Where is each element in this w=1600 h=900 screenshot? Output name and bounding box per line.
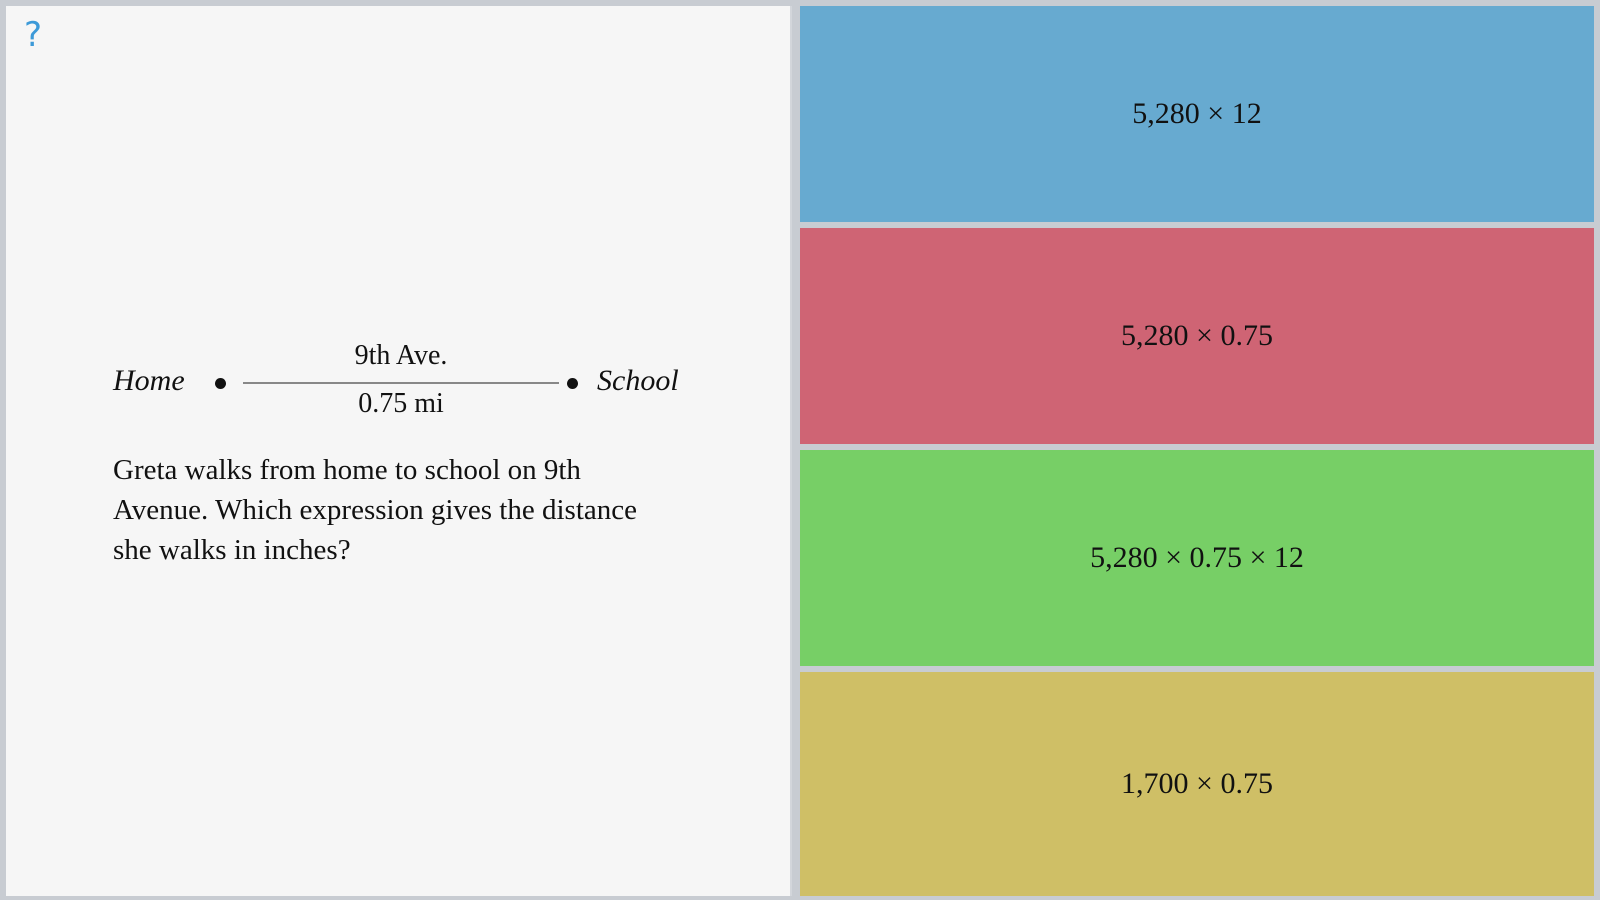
question-text: Greta walks from home to school on 9th A… (113, 454, 637, 566)
question-panel: ? Home 9th Ave. 0.75 mi School Greta wal… (6, 6, 792, 896)
home-label: Home (113, 364, 185, 397)
home-point (215, 378, 226, 389)
school-label: School (597, 364, 679, 397)
answer-option-2[interactable]: 5,280 × 0.75 (800, 228, 1594, 444)
school-point (567, 378, 578, 389)
route-diagram: Home 9th Ave. 0.75 mi School (113, 340, 693, 426)
answer-option-4[interactable]: 1,700 × 0.75 (800, 672, 1594, 896)
road-line (243, 382, 559, 384)
answer-choices: 5,280 × 12 5,280 × 0.75 5,280 × 0.75 × 1… (800, 6, 1594, 896)
answer-option-1[interactable]: 5,280 × 12 (800, 6, 1594, 222)
answer-option-3[interactable]: 5,280 × 0.75 × 12 (800, 450, 1594, 666)
street-name-label: 9th Ave. (354, 340, 448, 371)
help-icon[interactable]: ? (24, 15, 43, 55)
distance-label: 0.75 mi (358, 388, 444, 419)
